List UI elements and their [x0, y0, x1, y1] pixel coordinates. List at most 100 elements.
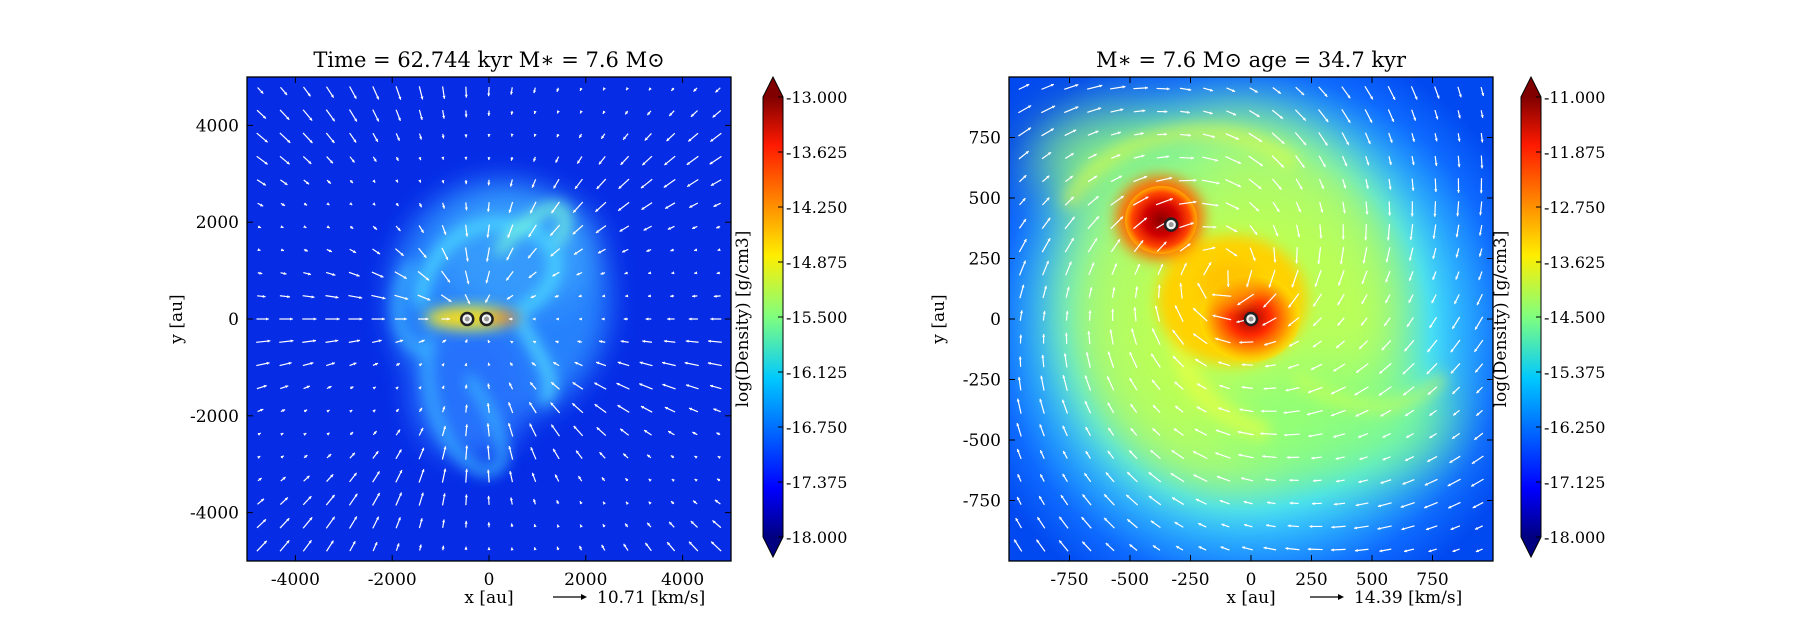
left-velocity-arrowhead	[624, 271, 628, 275]
left-velocity-arrowhead	[419, 407, 422, 412]
right-velocity-arrowhead	[1174, 381, 1178, 385]
right-velocity-arrowhead	[1258, 138, 1263, 142]
left-velocity-arrowhead	[579, 545, 583, 550]
right-velocity-arrow	[1129, 351, 1138, 368]
left-velocity-arrowhead	[280, 433, 284, 436]
right-velocity-arrowhead	[1410, 213, 1414, 217]
left-velocity-arrowhead	[374, 542, 378, 546]
left-velocity-arrowhead	[267, 339, 271, 343]
right-velocity-arrowhead	[1130, 404, 1134, 408]
left-velocity-arrowhead	[395, 202, 399, 207]
left-velocity-arrowhead	[530, 210, 533, 214]
left-velocity-arrowhead	[664, 162, 668, 166]
right-velocity-arrow	[1192, 307, 1208, 322]
right-velocity-arrowhead	[1427, 391, 1431, 395]
right-velocity-arrowhead	[1431, 299, 1435, 304]
right-velocity-arrowhead	[1065, 310, 1069, 314]
right-velocity-arrowhead	[1019, 310, 1023, 314]
right-velocity-arrowhead	[1452, 390, 1456, 394]
left-velocity-arrowhead	[376, 516, 379, 520]
right-velocity-arrowhead	[1016, 398, 1020, 402]
right-velocity-arrowhead	[1062, 473, 1066, 478]
left-velocity-arrowhead	[374, 362, 379, 366]
left-xtick-label: -4000	[271, 570, 320, 590]
right-velocity-arrowhead	[1382, 434, 1386, 438]
right-velocity-arrowhead	[1366, 162, 1370, 166]
left-velocity-arrowhead	[487, 340, 491, 344]
right-velocity-arrowhead	[1429, 435, 1433, 439]
left-velocity-arrowhead	[556, 110, 560, 114]
right-velocity-arrowhead	[1388, 161, 1392, 165]
left-velocity-arrowhead	[349, 410, 353, 413]
left-velocity-arrowhead	[487, 522, 491, 526]
right-velocity-arrowhead	[1087, 331, 1091, 335]
left-colorbar-tick-label: -13.625	[786, 143, 847, 162]
right-velocity-arrowhead	[1283, 433, 1287, 437]
right-velocity-arrowhead	[1341, 236, 1345, 240]
right-velocity-arrowhead	[1152, 379, 1156, 384]
right-ticks: -750 -500 -250 0 250 500 750 -750 -500 -250 0 250 50…	[963, 77, 1493, 590]
right-velocity-arrowhead	[1335, 479, 1339, 483]
left-velocity-arrowhead	[692, 294, 696, 298]
right-velocity-arrowhead	[1427, 348, 1431, 353]
right-velocity-arrowhead	[1221, 523, 1225, 527]
right-velocity-arrowhead	[1388, 186, 1392, 190]
left-velocity-arrowhead	[533, 90, 537, 94]
right-velocity-arrowhead	[1384, 322, 1388, 326]
left-velocity-arrowhead	[507, 423, 511, 427]
left-xtick-label: 4000	[661, 570, 704, 590]
right-velocity-arrowhead	[1379, 370, 1383, 374]
right-velocity-arrowhead	[1480, 165, 1484, 169]
right-ytick-label: 500	[969, 189, 1001, 209]
right-velocity-arrowhead	[1454, 300, 1458, 305]
right-velocity-arrowhead	[1280, 164, 1284, 168]
left-velocity-arrowhead	[330, 94, 334, 98]
right-velocity-arrow	[1151, 328, 1161, 346]
left-velocity-arrowhead	[464, 94, 468, 98]
left-velocity-arrowhead	[259, 203, 264, 207]
left-velocity-arrowhead	[667, 226, 672, 230]
left-velocity-arrowhead	[508, 402, 512, 406]
left-velocity-arrowhead	[663, 184, 667, 188]
left-velocity-arrowhead	[709, 161, 713, 165]
right-velocity-arrowhead	[1471, 483, 1475, 487]
left-velocity-arrowhead	[712, 520, 716, 524]
right-velocity-arrowhead	[1255, 208, 1259, 212]
left-velocity-arrowhead	[257, 248, 261, 252]
right-velocity-arrowhead	[1018, 356, 1022, 360]
left-velocity-arrowhead	[577, 160, 581, 164]
right-velocity-arrow	[1201, 179, 1220, 185]
left-velocity-arrowhead	[349, 179, 353, 184]
right-velocity-arrowhead	[1107, 351, 1111, 355]
left-velocity-arrowhead	[618, 207, 622, 211]
left-velocity-arrowhead	[644, 137, 648, 141]
right-velocity-arrow	[1131, 328, 1138, 345]
right-velocity-arrowhead	[1311, 502, 1315, 506]
left-velocity-arrowhead	[313, 317, 317, 321]
left-velocity-arrowhead	[572, 231, 576, 235]
left-velocity-arrowhead	[326, 410, 330, 413]
right-velocity-arrowhead	[1122, 85, 1126, 89]
left-velocity-arrowhead	[441, 135, 445, 139]
right-velocity-arrowhead	[1286, 455, 1290, 459]
left-velocity-arrowhead	[465, 468, 469, 472]
right-velocity-arrowhead	[1239, 340, 1243, 344]
left-velocity-arrowhead	[620, 339, 624, 343]
left-velocity-arrowhead	[510, 523, 514, 527]
right-velocity-arrowhead	[1137, 263, 1140, 268]
right-velocity-arrowhead	[1064, 332, 1068, 336]
left-velocity-arrowhead	[574, 185, 578, 189]
right-velocity-arrowhead	[1379, 549, 1383, 553]
right-velocity-arrowhead	[1209, 111, 1213, 115]
right-velocity-arrowhead	[1219, 499, 1223, 503]
right-velocity-arrowhead	[1126, 494, 1130, 498]
left-velocity-arrowhead	[335, 339, 339, 343]
left-velocity-arrowhead	[711, 541, 715, 545]
left-velocity-arrowhead	[530, 382, 534, 386]
left-velocity-arrowhead	[283, 271, 287, 275]
right-velocity-arrowhead	[1027, 105, 1032, 109]
left-velocity-arrowhead	[510, 91, 514, 95]
right-xlabel: x [au]	[1226, 588, 1275, 608]
right-velocity-arrowhead	[1359, 457, 1363, 461]
left-velocity-arrowhead	[603, 501, 606, 505]
